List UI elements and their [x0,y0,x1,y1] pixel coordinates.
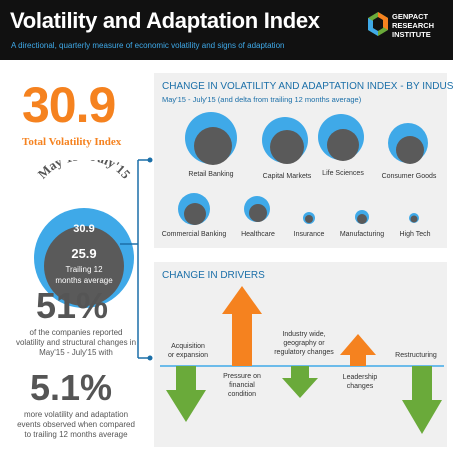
driver-label-acquisition-line-2: or expansion [167,352,209,359]
driver-label-acquisition-line-1: Acquisition [171,343,205,350]
period-circle-graphic: May'15 - July'15 30.9 25.9 Trailing 12 m… [34,160,134,308]
life-sciences-inner [327,129,359,161]
stat2-description: more volatility and adaptation events ob… [6,410,146,440]
healthcare-inner [249,204,267,222]
stat2-desc-line-3: to trailing 12 months average [24,430,128,439]
logo-line-1: GENPACT [392,12,429,21]
trailing-value: 25.9 [71,246,96,261]
stat2-desc-line-2: events observed when compared [17,420,135,429]
genpact-logo-icon [368,12,388,36]
industry-label-insurance: Insurance [293,231,325,238]
logo-line-3: INSTITUTE [392,30,431,39]
period-arc-text: May'15 - July'15 [35,160,134,182]
total-index-value: 30.9 [22,77,116,133]
industry-panel: CHANGE IN VOLATILITY AND ADAPTATION INDE… [154,73,453,248]
high-tech-inner [410,215,418,223]
logo-line-2: RESEARCH [392,21,435,30]
retail-banking-inner [194,127,232,165]
drivers-panel: CHANGE IN DRIVERS Acquisition or expansi… [154,262,447,447]
drivers-panel-title: CHANGE IN DRIVERS [162,270,265,281]
industry-bubbles [178,112,428,225]
driver-label-industry-wide-line-2: geography or [283,340,325,347]
industry-label-manufacturing: Manufacturing [339,231,385,238]
industry-panel-title: CHANGE IN VOLATILITY AND ADAPTATION INDE… [162,81,453,92]
header-bar: Volatility and Adaptation Index A direct… [0,0,453,60]
commercial-banking-inner [184,203,206,225]
leadership-up-arrow-icon [340,334,376,366]
pressure-up-arrow-icon [222,286,262,366]
page-title: Volatility and Adaptation Index [10,8,320,33]
logo-text: GENPACT RESEARCH INSTITUTE [392,12,434,39]
trailing-inner-circle [44,226,124,306]
driver-label-industry-wide: Industry wide, geography or regulatory c… [274,330,334,357]
manufacturing-inner [357,214,367,224]
industry-label-healthcare: Healthcare [241,231,275,238]
driver-label-restructuring: Restructuring [395,352,437,359]
industry-label-consumer-goods: Consumer Goods [381,173,437,180]
acquisition-down-arrow-icon [166,366,206,422]
stat1-value: 51% [36,285,109,326]
stat1-desc-line-1: of the companies reported [29,328,123,337]
stat2-value: 5.1% [30,367,113,408]
industry-label-commercial-banking: Commercial Banking [161,231,227,238]
capital-markets-inner [270,130,304,164]
trailing-label-1: Trailing 12 [65,265,103,274]
period-value: 30.9 [73,223,94,235]
driver-label-leadership: Leadership changes [343,373,378,391]
trailing-label-2: months average [55,276,113,285]
page-subtitle: A directional, quarterly measure of econ… [11,41,285,50]
driver-label-industry-wide-line-3: regulatory changes [274,349,334,356]
drivers-arrows [160,286,444,434]
driver-label-industry-wide-line-1: Industry wide, [282,331,326,338]
industry-label-retail-banking: Retail Banking [188,171,234,178]
restructuring-down-arrow-icon [402,366,442,434]
driver-label-pressure-line-2: financial [229,382,255,389]
driver-label-pressure: Pressure on financial condition [223,372,261,399]
driver-label-leadership-line-2: changes [346,383,374,390]
total-index-label: Total Volatility Index [22,136,122,148]
industry-wide-down-arrow-icon [282,366,318,398]
stat1-desc-line-3: May'15 - July'15 with [39,348,113,357]
industry-panel-subtitle: May'15 - July'15 (and delta from trailin… [162,95,362,104]
industry-label-capital-markets: Capital Markets [262,173,312,180]
stat1-desc-line-2: volatility and structural changes in [15,338,137,347]
insurance-inner [305,215,313,223]
stat2-desc-line-1: more volatility and adaptation [23,410,129,419]
stat1-description: of the companies reported volatility and… [6,328,146,358]
driver-label-pressure-line-3: condition [227,391,257,398]
driver-label-pressure-line-1: Pressure on [223,373,261,380]
driver-label-leadership-line-1: Leadership [342,374,378,381]
consumer-goods-inner [396,136,424,164]
industry-label-high-tech: High Tech [399,231,431,238]
industry-label-life-sciences: Life Sciences [322,170,364,177]
driver-label-acquisition: Acquisition or expansion [168,342,208,360]
